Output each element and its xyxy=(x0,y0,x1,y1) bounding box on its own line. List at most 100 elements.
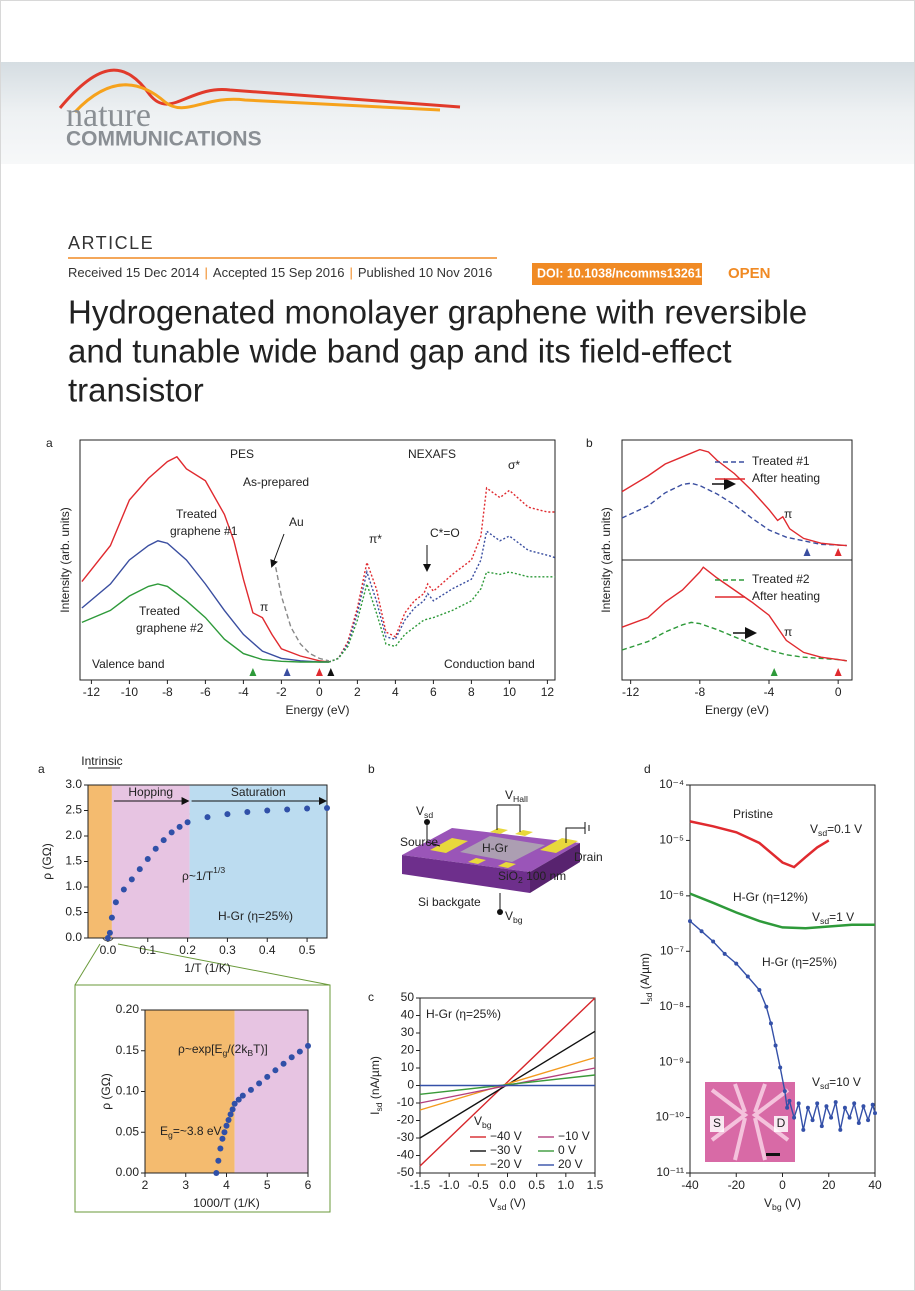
terminal xyxy=(424,819,430,825)
x-tick-label: -20 xyxy=(728,1178,746,1192)
x-tick-label: 2 xyxy=(354,685,361,699)
substrate-front xyxy=(402,855,530,893)
inset-label: D xyxy=(777,1116,786,1130)
data-point xyxy=(873,1111,877,1116)
data-point xyxy=(856,1120,861,1125)
text-part: =0.1 V xyxy=(827,822,862,836)
legend-label: Treated #2 xyxy=(752,572,810,586)
annotation: Valence band xyxy=(92,657,165,671)
y-tick-label: 10⁻⁷ xyxy=(660,943,684,957)
data-point xyxy=(280,1060,287,1067)
series-label: Pristine xyxy=(733,807,773,821)
region-label: Intrinsic xyxy=(81,754,122,768)
x-tick-label: -0.5 xyxy=(468,1178,489,1192)
data-point xyxy=(108,914,115,921)
text-part: V xyxy=(474,1114,482,1128)
x-tick-label: -4 xyxy=(764,685,775,699)
data-point xyxy=(722,951,727,956)
data-point xyxy=(176,823,183,830)
text-part: V xyxy=(812,910,820,924)
data-point xyxy=(792,1115,797,1120)
annotation: σ* xyxy=(508,458,520,472)
region xyxy=(88,785,112,938)
data-point xyxy=(106,929,113,936)
series-line xyxy=(275,567,330,662)
text-part: V xyxy=(764,1196,772,1210)
series-line xyxy=(419,997,596,1167)
annotation: H-Gr (η=25%) xyxy=(426,1007,501,1021)
journal-name: nature xyxy=(66,97,151,134)
x-axis-label: Vsd (V) xyxy=(489,1196,525,1212)
data-point xyxy=(244,809,251,816)
series-line xyxy=(328,486,555,663)
legend-label: −30 V xyxy=(490,1143,522,1157)
data-point xyxy=(801,1127,806,1132)
y-tick-label: 10⁻¹¹ xyxy=(656,1165,684,1179)
data-point xyxy=(235,1096,242,1103)
y-tick-label: -20 xyxy=(397,1113,415,1127)
wire xyxy=(426,822,441,847)
ground xyxy=(565,822,590,843)
data-point xyxy=(787,1098,792,1103)
y-tick-label: 0.00 xyxy=(116,1165,140,1179)
data-point xyxy=(128,876,135,883)
data-point xyxy=(272,1067,279,1074)
text-part: I xyxy=(368,1112,382,1115)
x-tick-label: -40 xyxy=(681,1178,699,1192)
schematic-label: H-Gr xyxy=(482,841,508,855)
text-part: (V) xyxy=(506,1196,525,1210)
text-part: bg xyxy=(772,1202,782,1212)
separator: | xyxy=(205,265,208,280)
legend-label: −20 V xyxy=(490,1157,522,1171)
y-tick-label: 1.5 xyxy=(65,854,82,868)
text-part: sd xyxy=(374,1102,384,1111)
series-line xyxy=(621,621,847,662)
text-part: 100 nm xyxy=(523,869,566,883)
data-point xyxy=(819,1124,824,1129)
doi[interactable]: DOI: 10.1038/ncomms13261 xyxy=(537,266,702,280)
data-point xyxy=(144,855,151,862)
article-type: ARTICLE xyxy=(68,233,154,253)
edge-marker xyxy=(803,548,811,556)
text-part: sd xyxy=(820,1081,829,1091)
published: Published 10 Nov 2016 xyxy=(358,265,492,280)
terminal xyxy=(497,909,503,915)
schematic-label: Si backgate xyxy=(418,895,481,909)
data-point xyxy=(842,1105,847,1110)
text-part: sd xyxy=(497,1202,506,1212)
y-tick-label: -10 xyxy=(397,1095,415,1109)
text-part: (A/µm) xyxy=(638,953,652,993)
data-point xyxy=(288,1054,295,1061)
y-axis-label: Intensity (arb. units) xyxy=(58,507,72,612)
x-tick-label: 3 xyxy=(182,1178,189,1192)
annotation: π xyxy=(784,625,792,639)
x-tick-label: -1.0 xyxy=(439,1178,460,1192)
x-tick-label: -8 xyxy=(162,685,173,699)
text-part: Hall xyxy=(513,794,528,804)
annotation: graphene #2 xyxy=(136,621,204,635)
text-part: =~3.8 eV xyxy=(173,1124,222,1138)
legend-label: −40 V xyxy=(490,1129,522,1143)
x-tick-label: 12 xyxy=(541,685,555,699)
annotation: Vsd=1 V xyxy=(812,910,854,926)
data-point xyxy=(152,845,159,852)
accepted: Accepted 15 Sep 2016 xyxy=(213,265,345,280)
edge-marker xyxy=(834,668,842,676)
annotation: Au xyxy=(289,515,304,529)
connector xyxy=(117,943,331,986)
text-part: sd xyxy=(818,828,827,838)
panel-label: b xyxy=(368,762,375,776)
edge-marker xyxy=(283,668,291,676)
x-tick-label: 0.2 xyxy=(179,943,196,957)
x-tick-label: 0.0 xyxy=(499,1178,516,1192)
annotation: π xyxy=(260,600,268,614)
schematic-label: SiO2 100 nm xyxy=(498,869,566,885)
x-axis-label: Vbg (V) xyxy=(764,1196,801,1212)
text-part: V xyxy=(505,909,513,923)
schematic-label: Source xyxy=(400,835,438,849)
x-tick-label: 10 xyxy=(503,685,517,699)
y-tick-label: -30 xyxy=(397,1130,415,1144)
y-tick-label: 0.0 xyxy=(65,930,82,944)
text-part: V xyxy=(489,1196,497,1210)
inset-box xyxy=(74,984,331,1213)
